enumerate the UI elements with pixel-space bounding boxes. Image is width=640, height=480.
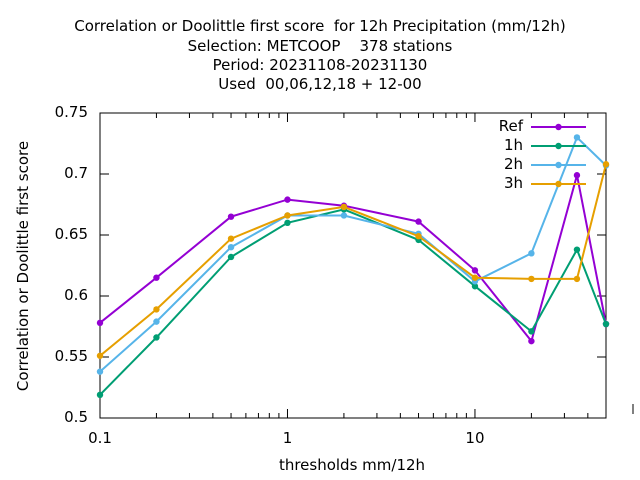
data-point-Ref	[471, 267, 479, 274]
legend-label-2h: 2h	[503, 155, 523, 173]
data-point-Ref	[284, 196, 291, 203]
y-tick-label: 0.65	[54, 225, 88, 243]
legend-label-3h: 3h	[503, 174, 523, 192]
legend-label-1h: 1h	[503, 136, 523, 154]
data-point-2h	[573, 134, 581, 141]
legend-marker-1h	[555, 142, 562, 150]
y-tick-label: 0.55	[54, 347, 88, 365]
data-point-1h	[227, 253, 235, 261]
data-point-Ref	[96, 319, 104, 327]
series-layer	[96, 134, 610, 399]
data-point-Ref	[153, 274, 160, 281]
data-point-1h	[602, 320, 610, 328]
legend-samples	[531, 123, 586, 188]
data-point-3h	[602, 161, 610, 168]
title-line-3: Period: 20231108-20231130	[212, 56, 428, 74]
x-axis-ticks	[99, 113, 634, 418]
data-point-3h	[153, 306, 160, 313]
y-axis-label: Correlation or Doolittle first score	[14, 140, 32, 392]
x-tick-label: 10	[465, 429, 485, 447]
data-point-2h	[528, 250, 535, 257]
x-tick-label: 0.1	[88, 429, 112, 447]
data-point-Ref	[573, 172, 581, 179]
series-line-3h	[99, 163, 607, 357]
data-point-3h	[96, 352, 104, 359]
data-point-1h	[471, 283, 479, 290]
series-line-Ref	[99, 174, 607, 344]
y-tick-label: 0.6	[64, 286, 88, 304]
y-tick-label: 0.75	[54, 103, 88, 121]
series-line-2h	[99, 135, 607, 373]
data-point-3h	[528, 275, 535, 283]
data-point-3h	[284, 212, 291, 219]
legend-label-Ref: Ref	[498, 117, 523, 135]
x-tick-label: 1	[282, 429, 293, 447]
legend-marker-3h	[555, 180, 562, 188]
data-point-1h	[96, 391, 104, 399]
title-line-1: Correlation or Doolittle first score for…	[74, 17, 566, 35]
legend-marker-2h	[555, 161, 562, 169]
data-point-1h	[153, 334, 160, 341]
data-point-3h	[340, 203, 348, 211]
title-line-2: Selection: METCOOP 378 stations	[187, 37, 453, 55]
y-axis-ticks	[100, 112, 606, 419]
y-tick-label: 0.5	[64, 408, 88, 426]
x-axis-label: thresholds mm/12h	[278, 456, 426, 474]
data-point-2h	[340, 212, 348, 219]
data-point-Ref	[415, 218, 422, 225]
data-point-2h	[96, 368, 104, 375]
data-point-Ref	[528, 337, 535, 345]
legend-marker-Ref	[555, 123, 562, 131]
data-point-3h	[471, 274, 479, 281]
title-line-4: Used 00,06,12,18 + 12-00	[218, 75, 422, 93]
data-point-Ref	[227, 213, 235, 220]
data-point-1h	[573, 246, 581, 253]
data-point-1h	[284, 219, 291, 226]
data-point-3h	[573, 275, 581, 283]
data-point-2h	[153, 318, 160, 325]
y-tick-label: 0.7	[64, 164, 88, 182]
data-point-2h	[227, 244, 235, 251]
data-point-3h	[227, 235, 235, 242]
data-point-3h	[415, 233, 422, 240]
plot-frame	[99, 112, 607, 419]
data-point-1h	[528, 328, 535, 335]
